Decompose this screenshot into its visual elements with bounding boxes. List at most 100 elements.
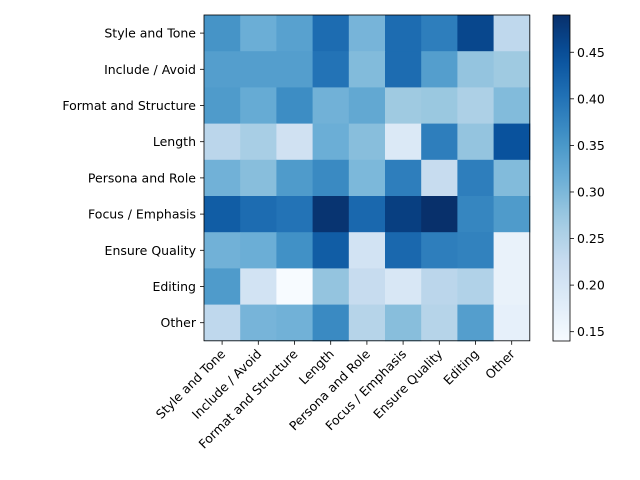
heatmap-cell bbox=[421, 304, 458, 342]
heatmap-cell bbox=[385, 304, 422, 342]
heatmap-cell bbox=[493, 123, 531, 161]
heatmap-cell bbox=[457, 87, 495, 125]
heatmap-cell bbox=[312, 196, 350, 233]
heatmap-cell bbox=[204, 123, 241, 161]
heatmap-cell bbox=[457, 196, 495, 233]
y-tick-label: Length bbox=[153, 134, 196, 149]
heatmap-cell bbox=[276, 123, 314, 161]
y-tick-label: Persona and Role bbox=[88, 170, 196, 185]
heatmap-cell bbox=[276, 51, 314, 88]
heatmap-cell bbox=[204, 51, 241, 88]
heatmap-cell bbox=[276, 304, 314, 342]
heatmap-cell bbox=[276, 268, 314, 306]
heatmap-cell bbox=[204, 232, 241, 269]
heatmap-cell bbox=[385, 159, 422, 197]
heatmap-cell bbox=[493, 51, 531, 88]
y-tick-label: Focus / Emphasis bbox=[88, 207, 196, 222]
colorbar-tick-label: 0.15 bbox=[577, 324, 605, 339]
heatmap-cell bbox=[385, 51, 422, 88]
colorbar-tick-label: 0.45 bbox=[577, 45, 605, 60]
heatmap-cell bbox=[312, 268, 350, 306]
heatmap-cell bbox=[385, 123, 422, 161]
heatmap-cell bbox=[421, 232, 458, 269]
colorbar-tick-label: 0.30 bbox=[577, 184, 605, 199]
heatmap-cell bbox=[493, 268, 531, 306]
y-tick-label: Other bbox=[161, 315, 197, 330]
heatmap-cell bbox=[385, 87, 422, 125]
heatmap-cell bbox=[312, 87, 350, 125]
heatmap-cell bbox=[204, 15, 241, 52]
heatmap-cell bbox=[457, 159, 495, 197]
heatmap-cell bbox=[204, 159, 241, 197]
heatmap-cell bbox=[348, 87, 386, 125]
heatmap-cell bbox=[493, 196, 531, 233]
heatmap-cell bbox=[421, 15, 458, 52]
heatmap-cell bbox=[276, 15, 314, 52]
y-tick-label: Editing bbox=[152, 279, 196, 294]
y-tick-label: Style and Tone bbox=[104, 26, 196, 41]
heatmap-cell bbox=[276, 159, 314, 197]
heatmap-cell bbox=[276, 196, 314, 233]
heatmap-cell bbox=[493, 87, 531, 125]
heatmap-cell bbox=[457, 123, 495, 161]
heatmap-cell bbox=[348, 51, 386, 88]
colorbar-tick-label: 0.35 bbox=[577, 138, 605, 153]
heatmap-cell bbox=[348, 232, 386, 269]
heatmap-cell bbox=[240, 268, 277, 306]
heatmap-cell bbox=[385, 196, 422, 233]
heatmap-cell bbox=[457, 304, 495, 342]
heatmap-cell bbox=[421, 51, 458, 88]
heatmap-cell bbox=[385, 232, 422, 269]
colorbar-axis: 0.15 0.20 0.25 0.30 0.35 0.40 0.45 bbox=[570, 45, 605, 339]
heatmap-cell bbox=[240, 123, 277, 161]
heatmap-cell bbox=[493, 232, 531, 269]
y-tick-label: Format and Structure bbox=[62, 98, 196, 113]
heatmap-cell bbox=[493, 15, 531, 52]
heatmap-cell bbox=[240, 15, 277, 52]
heatmap-cell bbox=[312, 304, 350, 342]
heatmap-cell bbox=[493, 159, 531, 197]
heatmap-cell bbox=[348, 268, 386, 306]
heatmap-cell bbox=[240, 232, 277, 269]
heatmap-cell bbox=[348, 196, 386, 233]
heatmap-cell bbox=[493, 304, 531, 342]
heatmap-cell bbox=[312, 232, 350, 269]
heatmap-cell bbox=[385, 15, 422, 52]
heatmap-cell bbox=[276, 87, 314, 125]
y-axis: Style and Tone Include / Avoid Format and … bbox=[62, 26, 204, 330]
x-tick-label: Editing bbox=[440, 346, 481, 387]
heatmap-cell bbox=[457, 51, 495, 88]
heatmap-cell bbox=[348, 123, 386, 161]
heatmap-cell bbox=[312, 15, 350, 52]
colorbar-tick-label: 0.25 bbox=[577, 231, 605, 246]
heatmap-cell bbox=[204, 196, 241, 233]
y-tick-label: Ensure Quality bbox=[105, 243, 197, 258]
heatmap-cell bbox=[457, 15, 495, 52]
heatmap-cell bbox=[421, 159, 458, 197]
heatmap-cell bbox=[204, 87, 241, 125]
heatmap-cell bbox=[240, 51, 277, 88]
heatmap-cell bbox=[385, 268, 422, 306]
heatmap-cell bbox=[348, 159, 386, 197]
heatmap-cell bbox=[240, 87, 277, 125]
heatmap-cell bbox=[240, 159, 277, 197]
heatmap-cell bbox=[312, 123, 350, 161]
heatmap-cell bbox=[240, 304, 277, 342]
heatmap-cell bbox=[312, 159, 350, 197]
heatmap-cell bbox=[204, 304, 241, 342]
heatmap-cell bbox=[421, 196, 458, 233]
heatmap-cell bbox=[421, 87, 458, 125]
heatmap-cell bbox=[312, 51, 350, 88]
x-tick-label: Other bbox=[482, 346, 518, 382]
heatmap-cell bbox=[348, 304, 386, 342]
heatmap-cell bbox=[421, 268, 458, 306]
heatmap-cell bbox=[348, 15, 386, 52]
colorbar-frame bbox=[552, 14, 571, 342]
heatmap-cell bbox=[204, 268, 241, 306]
heatmap-cell bbox=[240, 196, 277, 233]
heatmap-cell bbox=[276, 232, 314, 269]
heatmap-cell bbox=[457, 268, 495, 306]
y-tick-label: Include / Avoid bbox=[104, 62, 196, 77]
